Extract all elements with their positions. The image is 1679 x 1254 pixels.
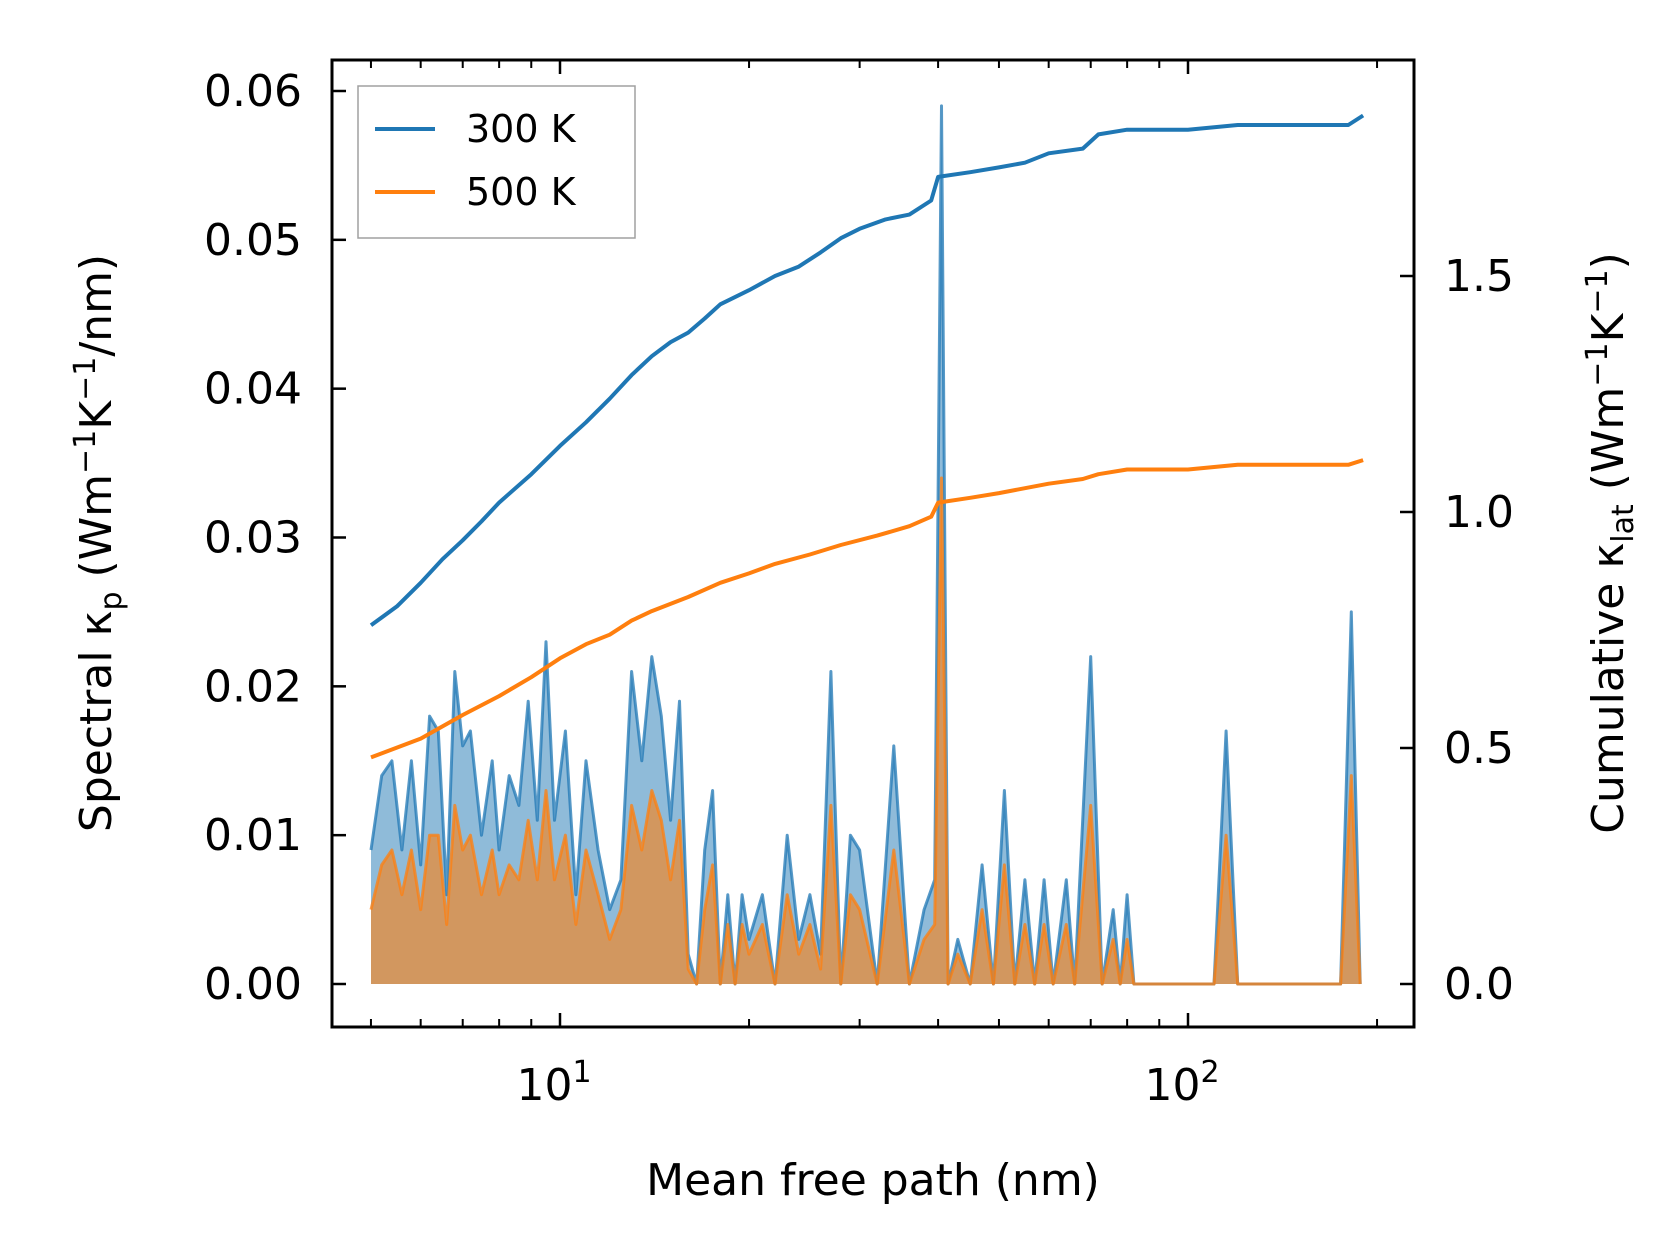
x-tick-label: 102 — [1144, 1055, 1219, 1111]
y-label-left-unit-a: (Wm — [71, 474, 122, 592]
x-tick-label: 101 — [516, 1055, 591, 1111]
y-label-left-sup-b: −1 — [68, 357, 103, 401]
y-label-left-main: Spectral κ — [71, 611, 122, 833]
x-axis-label: Mean free path (nm) — [646, 1155, 1100, 1206]
y-label-right-unit-a: (Wm — [1583, 387, 1634, 505]
plot-frame — [330, 58, 1416, 1029]
axis-ticks: 0.00 0.01 0.02 0.03 0.04 0.05 0.06 0.0 0.5 1.0 1.5… — [204, 60, 1514, 1111]
spectral-area-500k — [371, 478, 1361, 984]
left-tick-label: 0.01 — [204, 810, 302, 861]
left-tick-label: 0.03 — [204, 513, 302, 564]
right-tick-label: 0.0 — [1444, 959, 1514, 1010]
y-label-left-unit-b: K — [71, 400, 122, 430]
cumulative-line-500k — [370, 458, 1364, 760]
y-label-left-unit-c: /nm) — [71, 254, 122, 357]
left-tick-label: 0.04 — [204, 364, 302, 415]
left-tick-label: 0.00 — [204, 959, 302, 1010]
y-label-right-unit-c: ) — [1583, 252, 1634, 269]
y-label-right-sub: lat — [1606, 504, 1641, 543]
spectral-fills — [369, 104, 1362, 986]
y-label-right-sup-b: −1 — [1580, 269, 1615, 313]
legend-frame — [357, 85, 636, 239]
right-tick-label: 1.5 — [1444, 251, 1514, 302]
left-tick-label: 0.05 — [204, 215, 302, 266]
right-tick-label: 0.5 — [1444, 723, 1514, 774]
spectral-line-300k — [369, 104, 1362, 986]
cumulative-lines — [369, 113, 1365, 760]
right-tick-label: 1.0 — [1444, 487, 1514, 538]
y-label-left-sub: p — [94, 591, 129, 610]
legend-label-300k: 300 K — [466, 107, 577, 151]
spectral-line-500k — [369, 476, 1362, 986]
y-label-left-sup-a: −1 — [68, 430, 103, 474]
y-label-right-main: Cumulative κ — [1583, 543, 1634, 834]
y-axis-label-right: Cumulative κlat (Wm−1K−1) — [1580, 252, 1641, 834]
cumulative-line-300k — [369, 113, 1365, 627]
y-label-right-unit-b: K — [1583, 312, 1634, 342]
y-axis-label-left: Spectral κp (Wm−1K−1/nm) — [68, 254, 129, 832]
legend: 300 K 500 K — [357, 85, 636, 239]
left-tick-label: 0.02 — [204, 661, 302, 712]
left-tick-label: 0.06 — [204, 66, 302, 117]
y-label-right-sup-a: −1 — [1580, 342, 1615, 386]
legend-label-500k: 500 K — [466, 170, 577, 214]
